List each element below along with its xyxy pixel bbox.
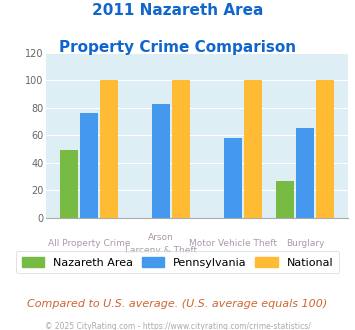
Bar [316, 80, 334, 218]
Bar [224, 138, 242, 218]
Text: © 2025 CityRating.com - https://www.cityrating.com/crime-statistics/: © 2025 CityRating.com - https://www.city… [45, 322, 310, 330]
Bar [100, 80, 118, 218]
Bar [296, 128, 314, 218]
Text: Property Crime Comparison: Property Crime Comparison [59, 40, 296, 54]
Text: All Property Crime: All Property Crime [48, 239, 130, 248]
Text: Compared to U.S. average. (U.S. average equals 100): Compared to U.S. average. (U.S. average … [27, 299, 328, 309]
Bar [152, 104, 170, 218]
Text: Larceny & Theft: Larceny & Theft [125, 246, 197, 255]
Text: 2011 Nazareth Area: 2011 Nazareth Area [92, 3, 263, 18]
Text: Burglary: Burglary [286, 239, 324, 248]
Bar [276, 181, 294, 218]
Legend: Nazareth Area, Pennsylvania, National: Nazareth Area, Pennsylvania, National [16, 251, 339, 273]
Bar [244, 80, 262, 218]
Bar [80, 113, 98, 218]
Text: Arson: Arson [148, 233, 174, 242]
Text: Motor Vehicle Theft: Motor Vehicle Theft [189, 239, 277, 248]
Bar [172, 80, 190, 218]
Bar [60, 150, 78, 218]
